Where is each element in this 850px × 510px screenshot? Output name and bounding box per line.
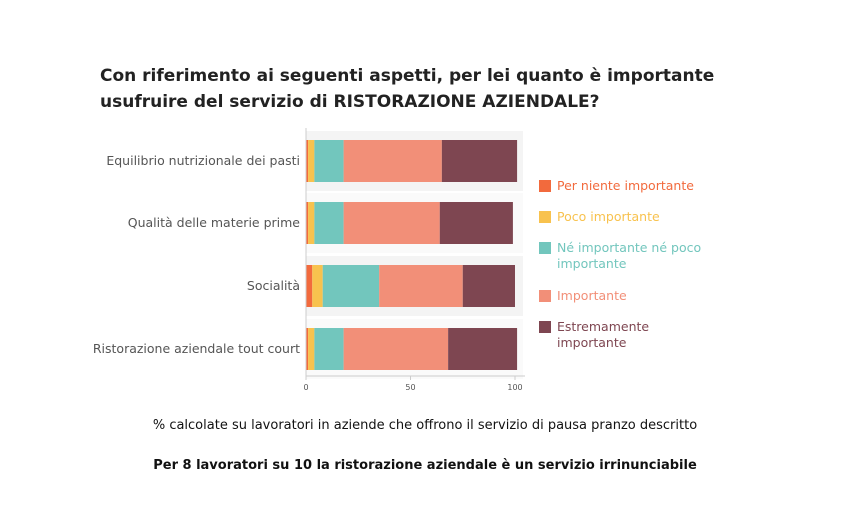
- bar-qualita-delle-materie-prime-importante: [343, 202, 440, 244]
- bar-qualita-delle-materie-prime-per-niente-importante: [306, 202, 309, 244]
- bar-ristorazione-aziendale-tout-court-importante: [343, 328, 449, 370]
- category-label: Socialità: [247, 278, 300, 293]
- legend-swatch-estremamente-importante: [539, 321, 551, 333]
- bar-equilibrio-nutrizionale-dei-pasti-poco-importante: [308, 140, 315, 182]
- bar-qualita-delle-materie-prime-poco-importante: [308, 202, 315, 244]
- bar-equilibrio-nutrizionale-dei-pasti-estremamente-importante: [441, 140, 518, 182]
- legend-label-ne-importante-ne-poco-importante: Né importante né poco importante: [557, 240, 701, 271]
- bar-socialita-per-niente-importante: [306, 265, 313, 307]
- bar-qualita-delle-materie-prime-ne-importante-ne-poco-importante: [314, 202, 344, 244]
- bar-equilibrio-nutrizionale-dei-pasti-ne-importante-ne-poco-importante: [314, 140, 344, 182]
- legend-swatch-per-niente-importante: [539, 180, 551, 192]
- category-label: Equilibrio nutrizionale dei pasti: [106, 153, 300, 168]
- bar-qualita-delle-materie-prime-estremamente-importante: [439, 202, 513, 244]
- bar-socialita-estremamente-importante: [462, 265, 515, 307]
- legend: Per niente importante Poco importante Né i…: [539, 178, 701, 350]
- category-label: Ristorazione aziendale tout court: [93, 341, 300, 356]
- legend-label-importante: Importante: [557, 288, 627, 303]
- bar-equilibrio-nutrizionale-dei-pasti-importante: [343, 140, 442, 182]
- chart-title: Con riferimento ai seguenti aspetti, per…: [100, 66, 715, 112]
- legend-swatch-importante: [539, 290, 551, 302]
- x-tick-label: 50: [405, 383, 415, 392]
- bar-socialita-importante: [379, 265, 463, 307]
- bar-socialita-poco-importante: [312, 265, 323, 307]
- x-tick-label: 100: [507, 383, 522, 392]
- legend-label-poco-importante: Poco importante: [557, 209, 660, 224]
- highlight-statement: Per 8 lavoratori su 10 la ristorazione a…: [153, 458, 697, 473]
- x-tick-label: 0: [303, 383, 308, 392]
- bar-ristorazione-aziendale-tout-court-ne-importante-ne-poco-importante: [314, 328, 344, 370]
- category-labels: Equilibrio nutrizionale dei pasti Qualità…: [93, 153, 300, 356]
- bars-layer: [306, 131, 523, 379]
- footnote: % calcolate su lavoratori in aziende che…: [152, 418, 698, 433]
- category-label: Qualità delle materie prime: [128, 215, 301, 230]
- bar-ristorazione-aziendale-tout-court-estremamente-importante: [448, 328, 518, 370]
- x-axis: 0 50 100: [303, 128, 525, 392]
- bar-socialita-ne-importante-ne-poco-importante: [322, 265, 380, 307]
- bar-ristorazione-aziendale-tout-court-per-niente-importante: [306, 328, 309, 370]
- bar-equilibrio-nutrizionale-dei-pasti-per-niente-importante: [306, 140, 309, 182]
- legend-label-per-niente-importante: Per niente importante: [557, 178, 694, 193]
- legend-label-estremamente-importante: Estremamente importante: [557, 319, 649, 350]
- legend-swatch-poco-importante: [539, 211, 551, 223]
- bar-ristorazione-aziendale-tout-court-poco-importante: [308, 328, 315, 370]
- legend-swatch-ne-importante-ne-poco-importante: [539, 242, 551, 254]
